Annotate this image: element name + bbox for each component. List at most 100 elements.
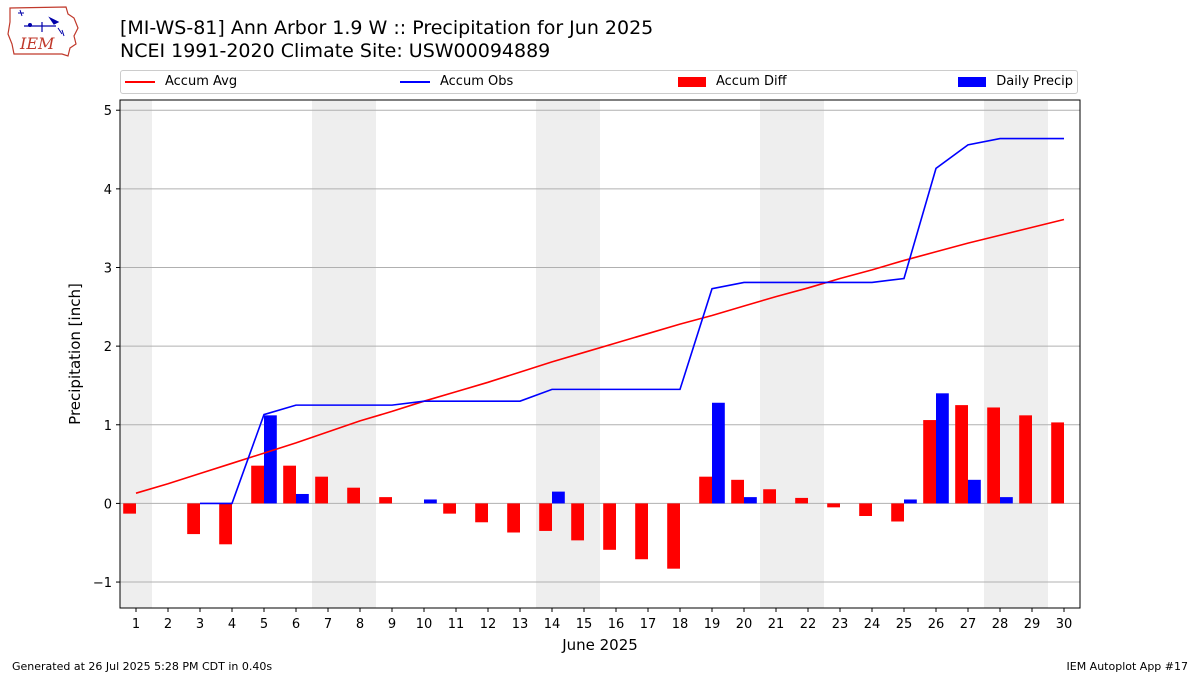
accum-diff-bar (475, 503, 488, 523)
chart-title: [MI-WS-81] Ann Arbor 1.9 W :: Precipitat… (120, 17, 654, 39)
y-tick-label: 0 (104, 497, 112, 512)
accum-diff-bar (251, 465, 264, 504)
svg-text:IEM: IEM (19, 34, 55, 53)
accum-diff-bar (667, 503, 680, 569)
weekend-shading (536, 100, 600, 608)
daily-precip-bar (552, 491, 565, 504)
accum-diff-swatch (678, 76, 706, 87)
x-tick-label: 3 (196, 617, 204, 632)
legend-item-accum-obs: Accum Obs (400, 74, 513, 89)
daily-precip-bar (264, 415, 277, 504)
x-tick-label: 21 (768, 617, 785, 632)
x-tick-label: 1 (132, 617, 140, 632)
accum-diff-bar (827, 503, 840, 508)
legend-label-accum-avg: Accum Avg (165, 74, 238, 89)
x-tick-label: 15 (576, 617, 593, 632)
iem-logo: IEM (7, 6, 79, 57)
x-tick-label: 28 (992, 617, 1009, 632)
accum-diff-bar (955, 405, 968, 504)
x-tick-label: 16 (608, 617, 625, 632)
weekend-shading (312, 100, 376, 608)
accum-diff-bar (923, 420, 936, 504)
y-tick-label: 4 (104, 183, 112, 198)
accum-diff-bar (219, 503, 232, 545)
daily-precip-bar (424, 499, 437, 504)
legend-label-accum-diff: Accum Diff (716, 74, 787, 89)
app-credit: IEM Autoplot App #17 (1066, 660, 1189, 673)
weekend-shading (120, 100, 152, 608)
y-tick-label: −1 (93, 576, 112, 591)
y-axis-label: Precipitation [inch] (66, 283, 84, 425)
weekend-shading (984, 100, 1048, 608)
x-tick-label: 18 (672, 617, 689, 632)
accum-diff-bar (507, 503, 520, 533)
y-tick-label: 3 (104, 261, 112, 276)
accum-avg-swatch (125, 80, 155, 83)
daily-precip-swatch (958, 76, 987, 87)
x-axis-label: June 2025 (561, 636, 638, 654)
legend-label-daily-precip: Daily Precip (996, 74, 1073, 89)
accum-diff-bar (187, 503, 200, 535)
x-tick-label: 10 (416, 617, 433, 632)
accum-diff-bar (571, 503, 584, 541)
x-tick-label: 19 (704, 617, 721, 632)
daily-precip-bar (904, 499, 917, 504)
x-tick-label: 22 (800, 617, 817, 632)
daily-precip-bar (936, 393, 949, 504)
legend-label-accum-obs: Accum Obs (440, 74, 514, 89)
x-tick-label: 23 (832, 617, 849, 632)
x-tick-label: 24 (864, 617, 881, 632)
accum-diff-bar (539, 503, 552, 531)
x-tick-label: 25 (896, 617, 913, 632)
legend-item-accum-diff: Accum Diff (678, 74, 787, 89)
x-tick-label: 14 (544, 617, 561, 632)
x-tick-label: 7 (324, 617, 332, 632)
accum-diff-bar (315, 476, 328, 504)
accum-diff-bar (1051, 422, 1064, 504)
accum-diff-bar (987, 407, 1000, 504)
y-tick-label: 1 (104, 419, 112, 434)
accum-avg-line (135, 218, 1065, 494)
accum-diff-bar (635, 503, 648, 560)
accum-diff-bar (891, 503, 904, 522)
accum-diff-bar (731, 479, 744, 504)
accum-diff-bar (443, 503, 456, 514)
accum-diff-bar (347, 487, 360, 504)
x-tick-label: 4 (228, 617, 236, 632)
daily-precip-bar (968, 479, 981, 504)
accum-diff-bar (603, 503, 616, 550)
x-tick-label: 13 (512, 617, 529, 632)
x-tick-label: 26 (928, 617, 945, 632)
weekend-shading (760, 100, 824, 608)
x-tick-label: 6 (292, 617, 300, 632)
chart-subtitle: NCEI 1991-2020 Climate Site: USW00094889 (120, 40, 551, 62)
accum-diff-bar (859, 503, 872, 516)
legend-item-accum-avg: Accum Avg (125, 74, 237, 89)
generated-note: Generated at 26 Jul 2025 5:28 PM CDT in … (12, 660, 273, 673)
daily-precip-bar (296, 493, 309, 504)
x-tick-label: 17 (640, 617, 657, 632)
accum-obs-swatch (400, 80, 430, 83)
daily-precip-bar (1000, 497, 1013, 504)
y-tick-label: 2 (104, 340, 112, 355)
x-tick-label: 27 (960, 617, 977, 632)
accum-diff-bar (795, 497, 808, 504)
x-tick-label: 11 (448, 617, 465, 632)
legend-item-daily-precip: Daily Precip (958, 74, 1073, 89)
accum-diff-bar (1019, 415, 1032, 504)
y-tick-label: 5 (104, 104, 112, 119)
x-tick-label: 2 (164, 617, 172, 632)
accum-diff-bar (379, 497, 392, 504)
plot-frame (119, 99, 1081, 609)
accum-diff-bar (283, 465, 296, 504)
x-tick-label: 9 (388, 617, 396, 632)
accum-obs-line (200, 137, 1064, 505)
accum-diff-bar (763, 489, 776, 504)
x-tick-label: 12 (480, 617, 497, 632)
legend: Accum Avg Accum Obs Accum Diff Daily Pre… (120, 70, 1078, 94)
accum-diff-bar (123, 503, 136, 514)
daily-precip-bar (744, 497, 757, 504)
x-tick-label: 5 (260, 617, 268, 632)
x-tick-label: 29 (1024, 617, 1041, 632)
